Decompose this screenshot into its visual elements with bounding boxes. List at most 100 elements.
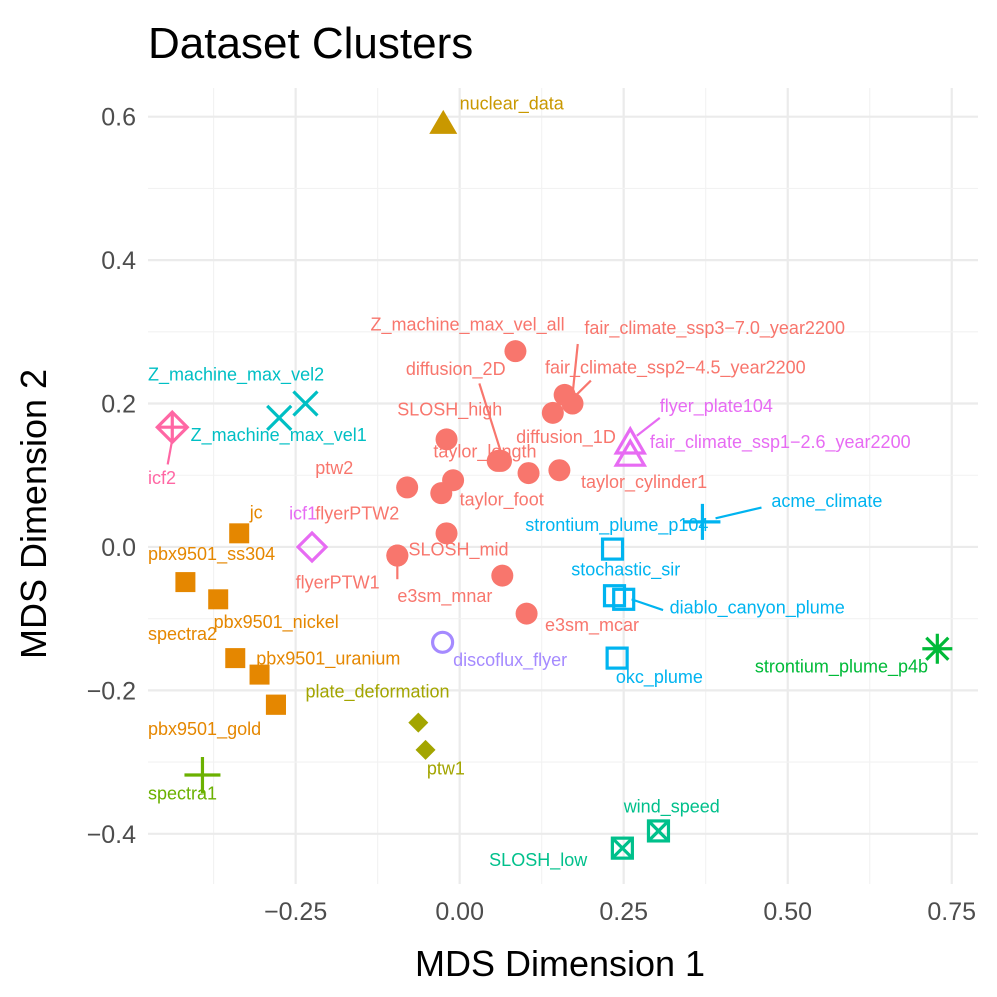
x-tick-label: 0.00: [435, 898, 484, 926]
data-point: [612, 587, 636, 611]
point-mark: [548, 459, 571, 482]
data-point: [435, 522, 458, 545]
y-tick-label: −0.2: [87, 677, 136, 705]
point-label: e3sm_mcar: [545, 615, 639, 636]
data-point: [408, 712, 429, 733]
point-label: ptw1: [427, 758, 465, 778]
point-mark: [435, 428, 458, 451]
point-mark: [486, 449, 509, 472]
data-point: [922, 633, 953, 664]
data-point: [155, 409, 190, 445]
point-label: discoflux_flyer: [453, 650, 567, 671]
point-label: flyerPTW2: [315, 504, 399, 524]
point-label: okc_plume: [616, 667, 703, 688]
data-point: [553, 383, 576, 406]
data-point: [684, 503, 721, 540]
data-point: [613, 437, 648, 467]
data-point: [229, 523, 250, 544]
point-mark: [646, 819, 671, 843]
grid: [148, 88, 978, 884]
data-point: [504, 340, 527, 363]
data-point: [430, 482, 453, 505]
point-label: stochastic_sir: [571, 560, 680, 581]
point-label: SLOSH_low: [489, 850, 588, 871]
data-point: [295, 530, 329, 564]
x-axis-title: MDS Dimension 1: [415, 943, 705, 984]
point-mark: [517, 462, 540, 485]
data-points: [155, 109, 953, 860]
point-mark: [922, 633, 953, 664]
point-mark: [541, 401, 564, 424]
point-label: icf2: [148, 468, 176, 488]
point-label: spectra1: [148, 783, 217, 803]
point-mark: [504, 340, 527, 363]
point-label: icf1: [289, 504, 317, 524]
point-label: taylor_cylinder1: [581, 472, 707, 493]
data-point: [613, 425, 648, 455]
point-label: fair_climate_ssp2−4.5_year2200: [545, 357, 806, 378]
y-axis-title: MDS Dimension 2: [13, 369, 54, 659]
point-labels: nuclear_data Z_machine_max_vel_all fair_cl…: [148, 94, 928, 872]
data-point: [292, 390, 319, 417]
data-point: [386, 544, 409, 567]
point-mark: [249, 664, 270, 685]
x-tick-label: 0.75: [927, 898, 976, 926]
point-mark: [431, 630, 455, 654]
point-mark-cross: [647, 819, 670, 843]
point-label: strontium_plume_p4b: [755, 656, 928, 677]
data-point: [548, 459, 571, 482]
point-mark: [429, 109, 458, 134]
leader-line: [571, 343, 579, 396]
point-mark-cross: [611, 837, 634, 860]
data-point: [396, 476, 419, 499]
point-mark: [605, 646, 629, 670]
point-label: Z_machine_max_vel_all: [371, 314, 565, 335]
x-tick-label: −0.25: [264, 898, 327, 926]
point-label: diablo_canyon_plume: [670, 598, 845, 619]
point-label: acme_climate: [771, 491, 882, 512]
point-mark: [225, 648, 246, 669]
point-label: fair_climate_ssp1−2.6_year2200: [650, 432, 911, 453]
point-mark: [553, 383, 576, 406]
point-mark: [266, 404, 293, 432]
data-point: [610, 836, 634, 860]
point-mark: [208, 589, 229, 610]
y-tick-label: 0.4: [101, 247, 136, 275]
point-mark: [491, 564, 514, 587]
y-tick-label: −0.4: [87, 821, 136, 849]
data-point: [265, 694, 286, 715]
point-label: Z_machine_max_vel1: [191, 425, 367, 446]
point-label: diffusion_2D: [406, 359, 506, 380]
point-label: pbx9501_ss304: [148, 544, 275, 565]
leader-line: [631, 598, 664, 612]
leader-line: [636, 417, 661, 437]
data-point: [431, 630, 455, 654]
point-mark: [396, 476, 419, 499]
point-label: spectra2: [148, 624, 217, 644]
point-mark: [600, 537, 625, 561]
point-label: fair_climate_ssp3−7.0_year2200: [584, 318, 845, 339]
point-label: nuclear_data: [460, 94, 565, 115]
point-label: plate_deformation: [305, 682, 449, 703]
data-point: [491, 564, 514, 587]
y-tick-label: 0.6: [101, 104, 136, 132]
point-label: ptw2: [315, 458, 353, 478]
point-mark: [386, 544, 409, 567]
point-mark: [515, 602, 538, 625]
data-point: [208, 589, 229, 610]
point-mark: [684, 503, 721, 540]
point-mark: [613, 437, 648, 467]
x-tick-label: 0.25: [599, 898, 648, 926]
point-mark: [435, 522, 458, 545]
data-point: [600, 537, 625, 561]
data-point: [541, 401, 564, 424]
axis-ticks: −0.25 0.00 0.25 0.50 0.75 −0.4 −0.2 0.0 0.2 0.4 0.…: [87, 104, 976, 926]
data-point: [415, 739, 436, 760]
point-label: wind_speed: [623, 796, 720, 817]
point-label: Z_machine_max_vel2: [148, 365, 324, 386]
point-mark: [613, 425, 648, 455]
data-point: [435, 428, 458, 451]
point-mark: [408, 712, 429, 733]
point-label: flyerPTW1: [296, 573, 380, 593]
